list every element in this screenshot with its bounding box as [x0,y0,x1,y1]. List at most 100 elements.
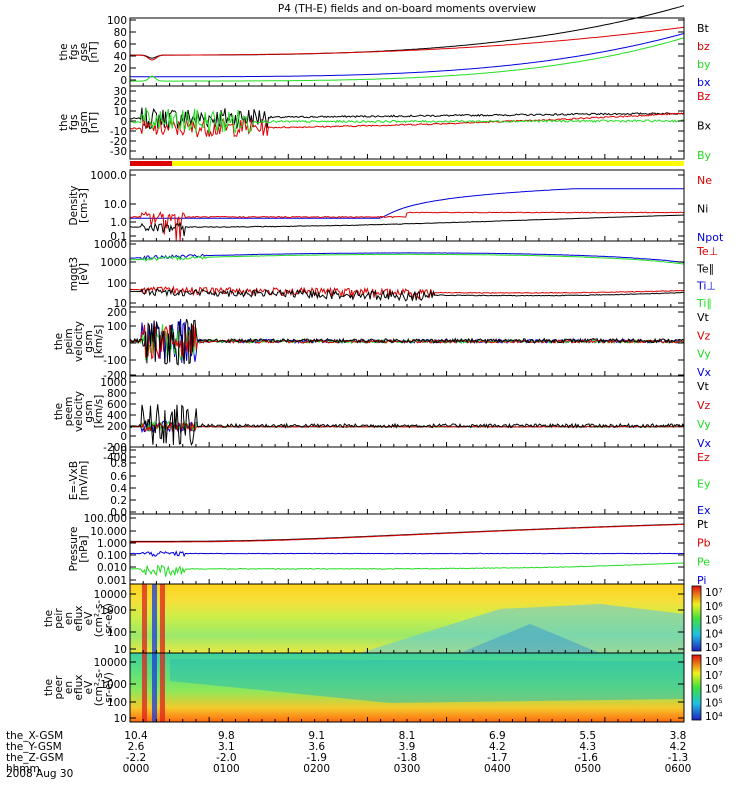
y-axis-label: the [43,610,55,627]
y-tick-label: 30 [114,86,127,98]
y-axis-label: eflux [73,606,85,632]
y-tick-label: 10000 [94,589,127,601]
series-bx [130,33,685,78]
y-axis-label: Density [68,186,80,226]
y-tick-label: 0.100 [97,550,127,562]
flux-burst [142,653,147,722]
x-axis-value: 0600 [665,763,692,775]
y-tick-label: 20 [114,96,127,108]
y-axis-label: the [43,679,55,696]
series-Te-par [129,287,685,302]
series-Pi [129,550,685,558]
y-tick-label: 0 [120,75,127,87]
legend-Vt: Vt [697,311,710,324]
legend-Ne: Ne [697,174,712,187]
x-axis-value: 0200 [303,763,330,775]
x-axis-value: 0000 [123,763,150,775]
y-axis-label: gse [78,43,90,62]
y-tick-label: 10 [114,106,127,118]
y-axis-label: mgqt3 [68,257,80,291]
legend-Ey: Ey [697,478,711,491]
y-axis-label: the [58,114,70,131]
x-axis-value: -2.0 [216,752,237,764]
y-tick-label: 0 [120,338,127,350]
x-axis-value: 9.1 [308,730,325,742]
legend-Ex: Ex [697,504,711,517]
colorbar-label: 10⁵ [705,615,723,627]
x-axis-value: -1.9 [306,752,327,764]
series-Bx [129,107,685,131]
legend-Vz: Vz [697,329,711,342]
y-axis-label: E=-VxB [68,461,80,500]
legend-Vy: Vy [697,418,711,431]
colorbar [691,654,702,721]
legend-Te⊥: Te⊥ [696,245,718,258]
legend-Pt: Pt [697,518,709,531]
y-axis-label: fgs [68,115,80,131]
y-axis-label: the [53,403,65,420]
flux-burst [160,653,165,722]
y-tick-label: 100.000 [84,513,127,525]
date-label: 2008 Aug 30 [6,768,73,780]
legend-Te∥: Te∥ [696,262,714,275]
y-axis-label: peem [63,397,75,427]
x-axis-value: 4.3 [579,741,596,753]
y-axis-label: gsm [78,111,90,133]
y-tick-label: -200 [103,442,127,454]
y-tick-label: 10 [114,298,127,310]
x-axis-row-label: the_X-GSM [6,730,63,742]
y-tick-label: 0 [120,116,127,128]
y-axis-label: sr-eV) [103,603,115,634]
y-axis-label: en [63,612,75,625]
y-tick-label: 100 [107,15,127,27]
series-Vt [129,404,685,447]
panel-efield: 1.00.80.60.40.20.0 E=-VxB[mV/m] Ez Ey Ex [68,445,711,519]
panel-density: 1000.0 10.0 1.0 0.1 Density[cm-3] Ne Ni Npot [68,169,724,244]
panel-temperature: 10000 1000 100 10 mgqt3[eV] Te⊥ Te∥ Ti⊥ Ti∥ [68,239,718,310]
y-tick-label: -200 [103,370,127,382]
y-tick-label: 10 [114,713,127,725]
legend-Vx: Vx [697,366,712,379]
series-Pt [130,523,684,542]
x-axis-value: -1.6 [577,752,598,764]
x-axis-row-label: the_Y-GSM [6,741,62,753]
y-tick-label: 10.000 [90,526,127,538]
y-axis-label: (cm²-s- [93,600,105,638]
flux-burst [152,584,157,653]
legend-Pe: Pe [697,555,710,568]
y-axis-label: the [53,333,65,350]
y-tick-label: 1.0 [110,217,127,229]
y-axis-label: [eV] [78,263,90,285]
x-axis-value: 4.2 [489,741,506,753]
series-bz [130,26,685,61]
low-flux-core [460,624,600,653]
legend-Npot: Npot [697,231,724,244]
x-axis-value: 9.8 [218,730,235,742]
y-axis-label: peer [53,675,65,700]
series-Pe [129,562,685,577]
legend-Bz: Bz [697,90,711,103]
colorbar-label: 10⁷ [705,670,723,682]
legend-Ez: Ez [697,451,710,464]
y-tick-label: 200 [107,307,127,319]
colorbar-label: 10⁴ [705,628,723,640]
y-axis-label: velocity [73,321,85,362]
x-axis-value: 2.6 [128,741,145,753]
y-tick-label: 800 [107,388,127,400]
colorbar-label: 10⁵ [705,697,723,709]
y-tick-label: 200 [107,421,127,433]
y-axis-label: [nT] [88,41,100,62]
x-axis-value: -1.8 [397,752,418,764]
x-axis-value: 0500 [574,763,601,775]
flux-burst [160,584,165,653]
x-axis-value: 8.1 [399,730,416,742]
x-axis-value: 3.9 [399,741,416,753]
y-tick-label: 1.000 [97,538,127,550]
y-tick-label: 600 [107,399,127,411]
series-Te-perp [129,285,684,301]
figure-title: P4 (TH-E) fields and on-board moments ov… [278,3,537,15]
y-tick-label: 0.0 [110,507,127,519]
